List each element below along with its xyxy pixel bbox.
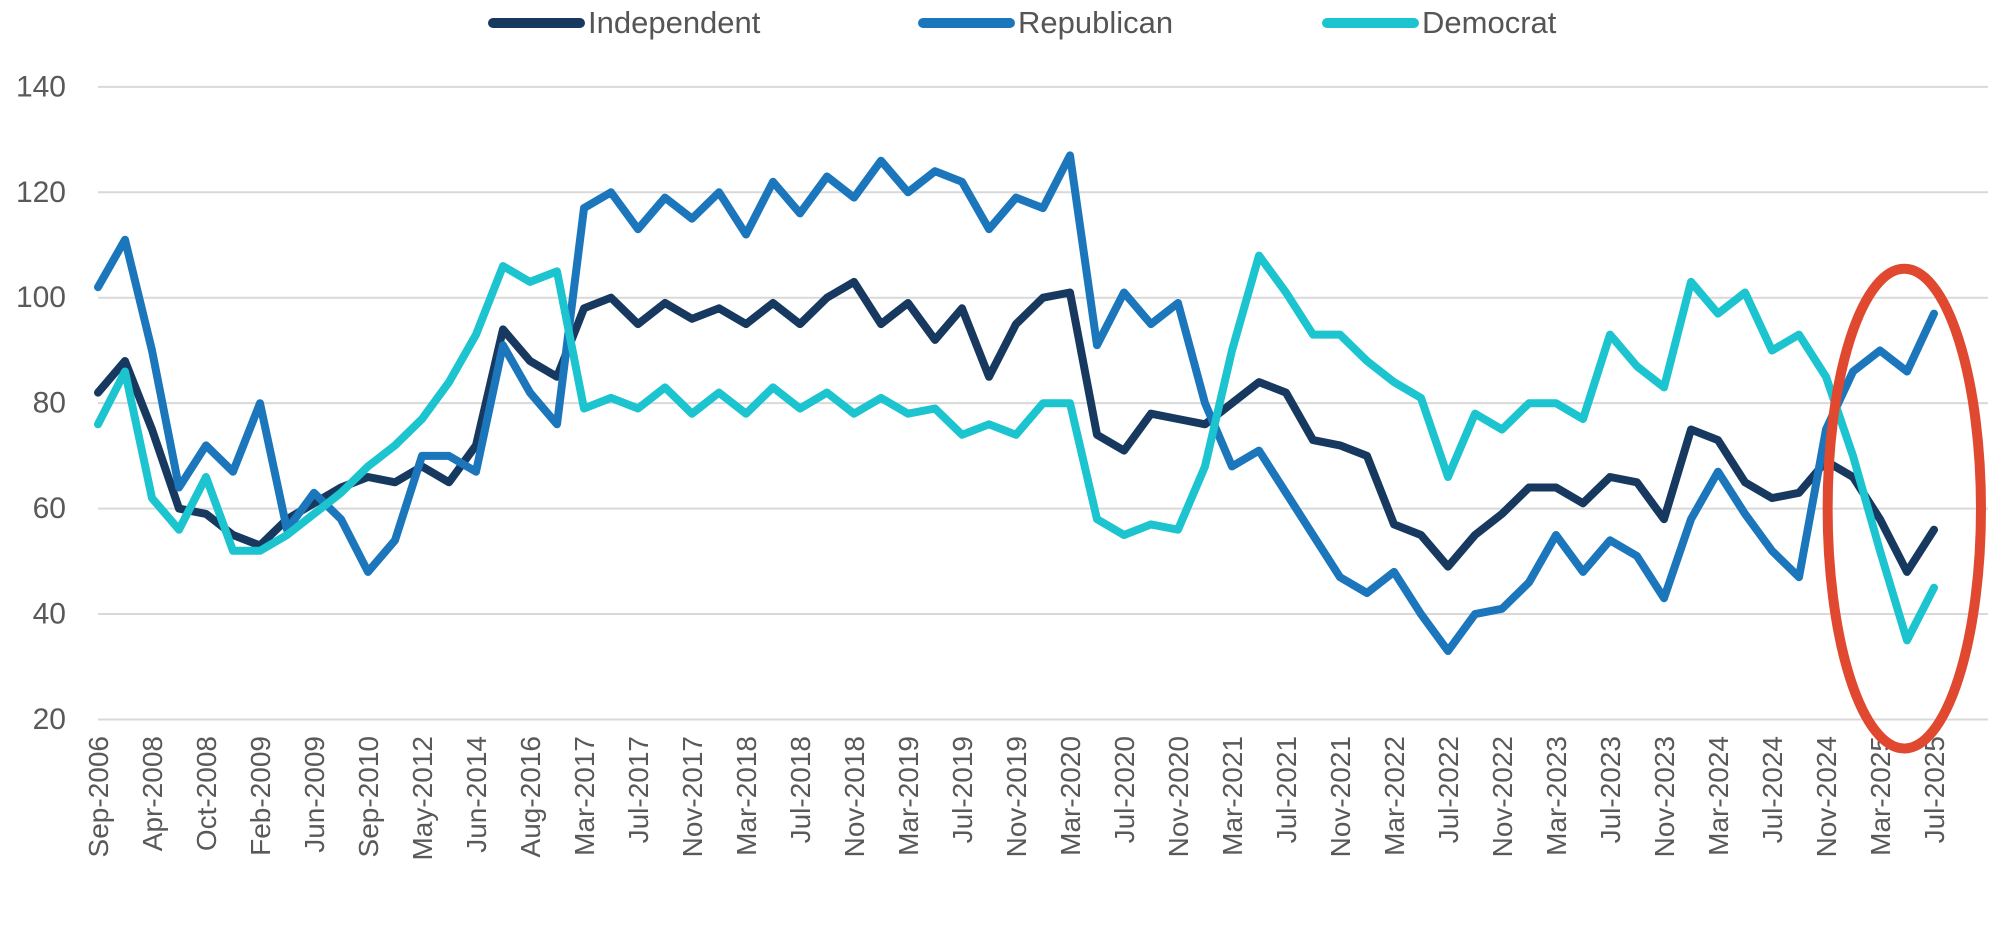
x-tick-group: Jul-2021 — [1271, 736, 1302, 843]
x-tick-group: Jul-2023 — [1595, 736, 1626, 843]
y-tick-label: 120 — [16, 176, 66, 209]
legend-label-democrat: Democrat — [1422, 5, 1557, 40]
legend-item-independent: Independent — [488, 6, 760, 40]
x-tick-label: Mar-2023 — [1541, 736, 1572, 856]
x-tick-group: Oct-2008 — [191, 736, 222, 851]
x-tick-group: Jul-2024 — [1757, 736, 1788, 843]
x-tick-group: Jun-2009 — [299, 736, 330, 853]
x-tick-group: Jul-2018 — [785, 736, 816, 843]
series-line-republican — [94, 151, 1938, 655]
x-tick-group: Mar-2020 — [1055, 736, 1086, 856]
x-tick-group: Jul-2020 — [1109, 736, 1140, 843]
legend-swatch-democrat — [1322, 18, 1419, 28]
x-tick-label: Nov-2021 — [1325, 736, 1356, 857]
x-tick-group: Nov-2022 — [1487, 736, 1518, 857]
x-tick-group: Nov-2024 — [1811, 736, 1842, 857]
x-tick-label: Jun-2014 — [461, 736, 492, 853]
x-tick-label: Nov-2024 — [1811, 736, 1842, 857]
x-tick-group: Sep-2010 — [353, 736, 384, 857]
x-tick-group: Nov-2020 — [1163, 736, 1194, 857]
x-tick-group: Jul-2019 — [947, 736, 978, 843]
x-tick-label: Jul-2024 — [1757, 736, 1788, 843]
x-tick-label: Mar-2018 — [731, 736, 762, 856]
x-tick-group: Nov-2023 — [1649, 736, 1680, 857]
x-tick-group: Nov-2019 — [1001, 736, 1032, 857]
legend: Independent Republican Democrat — [0, 0, 2000, 46]
y-tick-label: 100 — [16, 281, 66, 314]
x-tick-label: Jul-2025 — [1919, 736, 1950, 843]
x-tick-label: Jun-2009 — [299, 736, 330, 853]
x-tick-group: Mar-2018 — [731, 736, 762, 856]
y-tick-label: 40 — [33, 598, 66, 631]
x-tick-group: Mar-2025 — [1865, 736, 1896, 856]
x-tick-group: Mar-2021 — [1217, 736, 1248, 856]
x-tick-group: Mar-2023 — [1541, 736, 1572, 856]
series-line-democrat — [94, 251, 1938, 645]
legend-swatch-republican — [918, 18, 1015, 28]
x-tick-group: Jul-2022 — [1433, 736, 1464, 843]
x-tick-group: Nov-2018 — [839, 736, 870, 857]
x-tick-label: Nov-2023 — [1649, 736, 1680, 857]
x-tick-group: Jun-2014 — [461, 736, 492, 853]
x-tick-label: Oct-2008 — [191, 736, 222, 851]
x-tick-label: Sep-2006 — [83, 736, 114, 857]
x-tick-group: Nov-2017 — [677, 736, 708, 857]
y-tick-label: 80 — [33, 387, 66, 420]
x-tick-label: Jul-2021 — [1271, 736, 1302, 843]
y-tick-label: 60 — [33, 492, 66, 525]
legend-label-republican: Republican — [1018, 5, 1174, 40]
x-tick-group: Sep-2006 — [83, 736, 114, 857]
x-tick-label: Feb-2009 — [245, 736, 276, 856]
x-tick-label: Jul-2023 — [1595, 736, 1626, 843]
x-tick-label: Jul-2019 — [947, 736, 978, 843]
x-tick-label: Mar-2024 — [1703, 736, 1734, 856]
x-tick-label: Mar-2020 — [1055, 736, 1086, 856]
x-tick-label: Mar-2019 — [893, 736, 924, 856]
x-tick-label: Sep-2010 — [353, 736, 384, 857]
x-tick-group: Mar-2019 — [893, 736, 924, 856]
x-tick-group: Mar-2024 — [1703, 736, 1734, 856]
x-tick-group: Feb-2009 — [245, 736, 276, 856]
legend-label-independent: Independent — [588, 5, 761, 40]
x-tick-group: Aug-2016 — [515, 736, 546, 857]
x-tick-label: Apr-2008 — [137, 736, 168, 851]
y-tick-label: 140 — [16, 70, 66, 103]
highlight-ellipse — [1822, 263, 1986, 754]
x-tick-label: Jul-2017 — [623, 736, 654, 843]
x-tick-label: Nov-2019 — [1001, 736, 1032, 857]
legend-item-democrat: Democrat — [1322, 6, 1556, 40]
x-tick-label: Mar-2021 — [1217, 736, 1248, 856]
x-tick-label: May-2012 — [407, 736, 438, 861]
x-tick-label: Nov-2020 — [1163, 736, 1194, 857]
x-tick-label: Jul-2020 — [1109, 736, 1140, 843]
x-tick-group: Apr-2008 — [137, 736, 168, 851]
x-tick-label: Nov-2018 — [839, 736, 870, 857]
y-tick-label: 20 — [33, 703, 66, 736]
x-tick-label: Jul-2022 — [1433, 736, 1464, 843]
legend-item-republican: Republican — [918, 6, 1173, 40]
x-tick-label: Mar-2025 — [1865, 736, 1896, 856]
x-tick-group: Jul-2025 — [1919, 736, 1950, 843]
series-line-independent — [94, 277, 1938, 576]
x-tick-group: Jul-2017 — [623, 736, 654, 843]
legend-swatch-independent — [488, 18, 585, 28]
x-tick-group: Mar-2017 — [569, 736, 600, 856]
x-tick-label: Jul-2018 — [785, 736, 816, 843]
x-tick-label: Mar-2022 — [1379, 736, 1410, 856]
x-tick-label: Nov-2022 — [1487, 736, 1518, 857]
x-tick-label: Aug-2016 — [515, 736, 546, 857]
x-tick-label: Mar-2017 — [569, 736, 600, 856]
x-tick-group: Nov-2021 — [1325, 736, 1356, 857]
x-tick-group: May-2012 — [407, 736, 438, 861]
x-tick-label: Nov-2017 — [677, 736, 708, 857]
x-tick-group: Mar-2022 — [1379, 736, 1410, 856]
